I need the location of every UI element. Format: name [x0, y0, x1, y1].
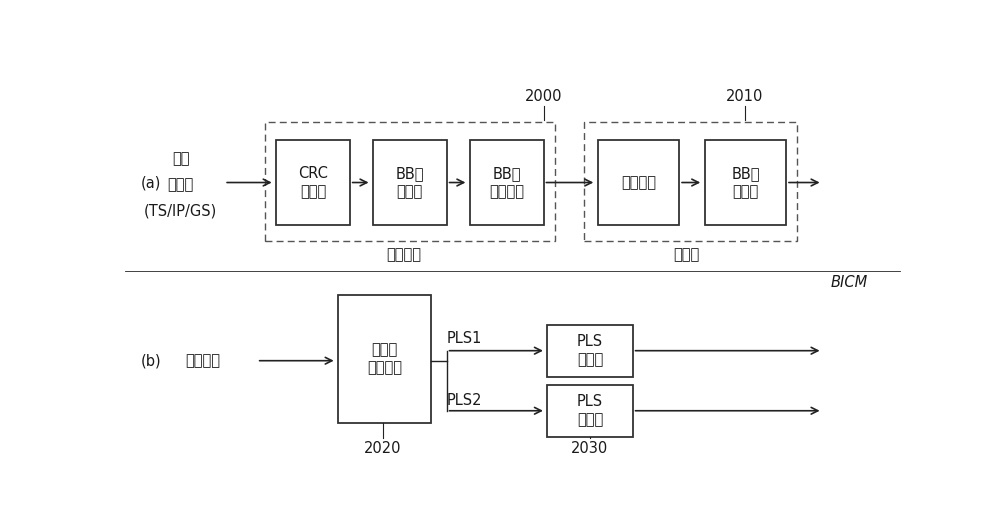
Bar	[547, 324, 633, 376]
Bar	[598, 140, 679, 225]
Text: 加扰器: 加扰器	[732, 184, 759, 199]
Text: 流适配: 流适配	[674, 247, 700, 262]
Bar	[470, 140, 544, 225]
Text: 报头插入: 报头插入	[489, 184, 524, 199]
Text: 单个: 单个	[172, 151, 190, 166]
Bar	[705, 140, 786, 225]
Text: BB帧: BB帧	[492, 166, 521, 181]
Text: BB帧: BB帧	[731, 166, 760, 181]
Bar	[338, 295, 431, 423]
Text: PLS: PLS	[577, 334, 603, 349]
Text: (TS/IP/GS): (TS/IP/GS)	[144, 203, 217, 218]
Text: 切分器: 切分器	[397, 184, 423, 199]
Text: 2010: 2010	[726, 89, 764, 105]
Text: (b): (b)	[140, 353, 161, 368]
Bar	[264, 122, 555, 241]
Text: 加扰器: 加扰器	[577, 352, 603, 367]
Text: BICM: BICM	[831, 275, 868, 290]
Text: 加扰器: 加扰器	[577, 412, 603, 427]
Text: (a): (a)	[140, 175, 161, 190]
Text: 输入流: 输入流	[168, 177, 194, 192]
Text: 物理层: 物理层	[372, 342, 398, 357]
Text: 2020: 2020	[364, 441, 402, 456]
Text: BB帧: BB帧	[396, 166, 424, 181]
Text: PLS1: PLS1	[447, 331, 482, 346]
Bar	[547, 385, 633, 437]
Text: 模式适配: 模式适配	[386, 247, 422, 262]
Text: CRC: CRC	[298, 166, 328, 181]
Bar	[276, 140, 350, 225]
Text: PLS: PLS	[577, 394, 603, 409]
Text: 2000: 2000	[525, 89, 562, 105]
Text: 填充插入: 填充插入	[621, 175, 656, 190]
Bar	[373, 140, 447, 225]
Text: 信令生成: 信令生成	[367, 360, 402, 375]
Text: 管理信息: 管理信息	[185, 353, 220, 368]
Text: 2030: 2030	[571, 441, 609, 456]
Bar	[584, 122, 797, 241]
Text: 编码器: 编码器	[300, 184, 326, 199]
Text: PLS2: PLS2	[447, 393, 482, 408]
